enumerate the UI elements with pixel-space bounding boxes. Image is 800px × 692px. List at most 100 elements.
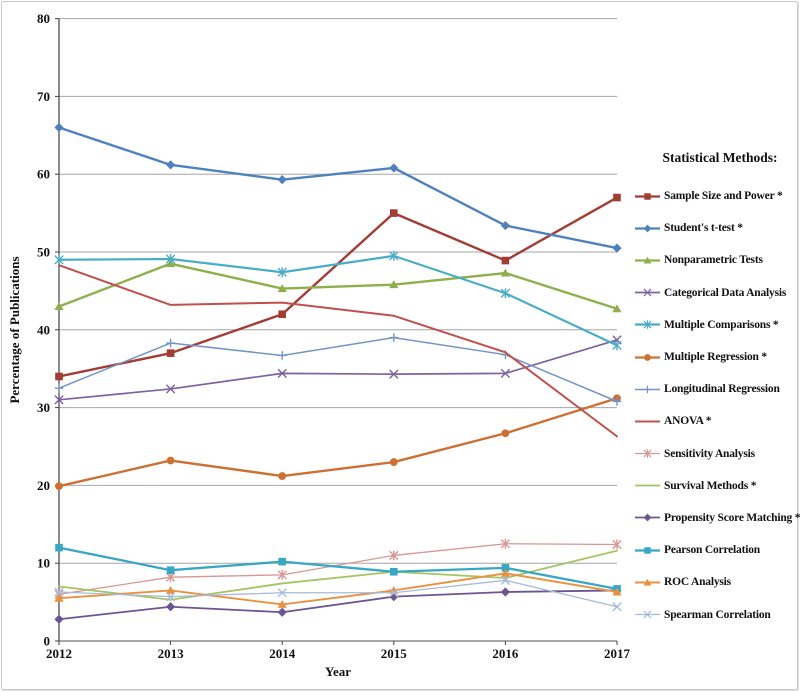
data-point-marker: [166, 592, 176, 602]
y-tick-label: 20: [37, 478, 50, 493]
data-point-marker: [54, 122, 64, 133]
y-tick-label: 80: [37, 11, 50, 26]
data-point-marker: [501, 256, 510, 265]
x-tick-label: 2012: [46, 646, 72, 661]
data-point-marker: [612, 587, 622, 596]
legend-marker-icon: [635, 320, 660, 330]
x-tick-label: 2014: [269, 646, 296, 661]
legend-item: Survival Methods *: [634, 470, 800, 502]
data-point-marker: [166, 572, 176, 583]
data-point-marker: [612, 396, 622, 406]
legend-item-label: Sample Size and Power *: [664, 190, 783, 203]
series-line: [58, 339, 618, 401]
data-point-marker: [501, 564, 510, 572]
data-point-marker: [643, 256, 652, 264]
series-line: [58, 589, 618, 621]
series-line: [58, 336, 618, 403]
data-point-marker: [500, 268, 510, 277]
legend-marker-icon: [635, 224, 660, 233]
data-point-marker: [166, 586, 176, 594]
data-point-marker: [277, 588, 287, 598]
y-tick-label: 10: [37, 556, 50, 571]
data-point-marker: [644, 192, 651, 200]
data-point-marker: [644, 353, 651, 361]
legend-item: Nonparametric Tests: [634, 244, 800, 276]
legend-marker-icon: [635, 288, 660, 297]
legend-title: Statistical Methods:: [662, 150, 778, 165]
x-tick-label: 2016: [492, 646, 519, 661]
data-point-marker: [277, 600, 287, 608]
x-axis-title: Year: [325, 664, 351, 679]
legend-item: Propensity Score Matching *: [634, 502, 800, 534]
data-point-marker: [166, 253, 176, 265]
data-point-marker: [389, 369, 399, 379]
legend-item-label: Longitudinal Regression: [664, 383, 780, 396]
data-point-marker: [166, 566, 175, 575]
data-point-marker: [278, 310, 286, 319]
legend-item: Sensitivity Analysis: [634, 438, 800, 470]
data-point-marker: [166, 349, 175, 357]
series-line: [58, 549, 618, 601]
y-tick-label: 30: [37, 400, 50, 415]
legend-item-label: Multiple Regression *: [664, 351, 767, 364]
data-point-marker: [54, 254, 64, 265]
legend-item-label: Pearson Correlation: [664, 544, 760, 557]
legend-item: Multiple Regression *: [634, 341, 800, 373]
legend-item: Sample Size and Power *: [634, 180, 800, 212]
legend-item-label: Propensity Score Matching *: [664, 511, 800, 524]
data-point-marker: [643, 578, 652, 586]
legend-item-label: ANOVA *: [664, 415, 712, 428]
data-point-marker: [277, 607, 287, 617]
series-line: [57, 262, 619, 310]
data-point-marker: [389, 588, 399, 598]
data-point-marker: [612, 539, 622, 550]
legend-item-label: Nonparametric Tests: [664, 254, 763, 267]
data-point-marker: [54, 614, 64, 624]
data-point-marker: [389, 280, 399, 289]
data-point-marker: [54, 587, 64, 597]
data-point-marker: [390, 209, 398, 217]
legend-marker-icon: [635, 192, 660, 200]
data-point-marker: [389, 550, 399, 561]
legend-item: ROC Analysis: [634, 566, 800, 598]
legend-item-label: Sensitivity Analysis: [664, 447, 755, 460]
legend-item-label: Multiple Comparisons *: [664, 318, 779, 331]
legend-marker-icon: [635, 578, 660, 586]
legend-marker-icon: [635, 385, 660, 394]
legend-marker-icon: [635, 420, 660, 423]
data-point-marker: [643, 288, 652, 297]
data-point-marker: [612, 304, 622, 313]
legend-item-label: Student's t-test *: [664, 222, 743, 235]
data-point-marker: [389, 458, 398, 466]
legend-items: Sample Size and Power * Student's t-test …: [634, 180, 800, 631]
data-point-marker: [643, 320, 652, 330]
chart-legend: Statistical Methods: Sample Size and Pow…: [634, 150, 800, 631]
data-point-marker: [643, 514, 652, 522]
data-point-marker: [277, 284, 287, 293]
legend-marker-icon: [635, 256, 660, 264]
data-point-marker: [166, 456, 175, 465]
legend-marker-icon: [635, 449, 660, 458]
data-point-marker: [501, 429, 510, 438]
legend-marker-icon: [635, 353, 660, 361]
data-point-marker: [643, 224, 652, 233]
y-tick-label: 50: [37, 245, 50, 260]
legend-marker-icon: [635, 484, 660, 487]
data-point-marker: [389, 333, 399, 343]
series-line: [58, 543, 618, 595]
series-line: [58, 572, 618, 606]
data-point-marker: [277, 267, 287, 278]
legend-item: Pearson Correlation: [634, 534, 800, 566]
data-point-marker: [500, 538, 510, 549]
data-point-marker: [54, 593, 64, 602]
data-point-marker: [500, 575, 510, 585]
y-tick-label: 60: [37, 167, 50, 182]
y-tick-label: 70: [37, 89, 50, 104]
data-point-marker: [643, 610, 652, 619]
data-point-marker: [500, 587, 510, 597]
data-point-marker: [166, 160, 176, 170]
x-tick-label: 2017: [604, 646, 631, 661]
